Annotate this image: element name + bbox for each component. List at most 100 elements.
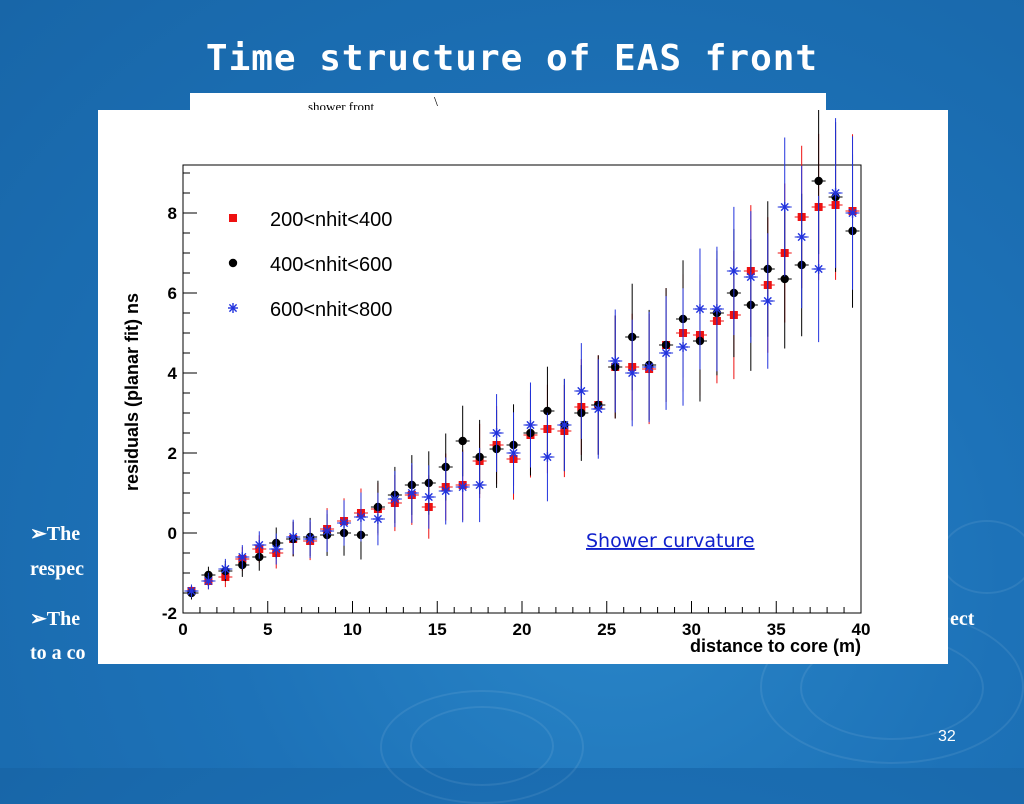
- data-point: [576, 386, 587, 396]
- star-stroke: [661, 348, 671, 358]
- data-point: [339, 518, 350, 528]
- data-point: [237, 552, 248, 562]
- background-ripple: [410, 706, 554, 786]
- x-axis-label: distance to core (m): [690, 636, 861, 656]
- data-point: [644, 362, 655, 372]
- x-tick-label: 35: [767, 620, 786, 639]
- y-tick-label: 8: [168, 204, 177, 223]
- data-point: [203, 576, 214, 586]
- legend-marker: [229, 214, 237, 222]
- legend-label: 200<nhit<400: [270, 209, 392, 231]
- star-stroke: [407, 488, 416, 498]
- data-point: [847, 208, 858, 218]
- star-stroke: [492, 428, 501, 438]
- data-point: [423, 492, 434, 502]
- data-point: [458, 436, 467, 446]
- star-stroke: [645, 362, 654, 372]
- star-stroke: [356, 512, 366, 522]
- star-stroke: [678, 342, 688, 352]
- star-stroke: [611, 356, 620, 366]
- data-point: [711, 304, 722, 314]
- slide-title: Time structure of EAS front: [205, 38, 819, 79]
- star-stroke: [797, 232, 806, 242]
- x-tick-label: 30: [682, 620, 701, 639]
- data-point: [745, 272, 756, 282]
- data-point: [355, 512, 366, 522]
- data-point: [542, 452, 553, 462]
- data-point: [457, 482, 468, 492]
- data-point: [406, 488, 417, 498]
- bullet-2-right-fragment: ect: [950, 608, 975, 630]
- y-tick-label: 2: [168, 444, 177, 463]
- x-tick-label: 25: [597, 620, 616, 639]
- y-tick-label: 6: [168, 284, 177, 303]
- star-stroke: [712, 304, 722, 314]
- data-point: [559, 420, 570, 430]
- star-stroke: [746, 272, 755, 282]
- data-point: [694, 304, 705, 314]
- data-point: [796, 232, 807, 242]
- star-stroke: [729, 266, 738, 276]
- x-tick-label: 15: [428, 620, 447, 639]
- legend-marker: [228, 303, 238, 313]
- data-point: [779, 202, 790, 212]
- star-stroke: [458, 482, 467, 492]
- data-point: [389, 494, 400, 504]
- star-stroke: [695, 304, 705, 314]
- x-tick-label: 40: [852, 620, 871, 639]
- star-stroke: [763, 296, 772, 306]
- slide-number: 32: [938, 728, 956, 745]
- y-axis-label: residuals (planar fit) ns: [122, 293, 142, 491]
- star-stroke: [543, 452, 552, 462]
- bullet-2-line-1: ➢The: [30, 608, 81, 630]
- data-point: [220, 564, 231, 574]
- star-stroke: [255, 540, 264, 550]
- y-tick-label: 4: [168, 364, 178, 383]
- background-ripple: [940, 520, 1024, 594]
- data-point: [593, 404, 604, 414]
- x-tick-label: 0: [178, 620, 187, 639]
- data-point: [322, 526, 333, 536]
- legend-label: 600<nhit<800: [270, 299, 392, 321]
- star-stroke: [187, 586, 196, 596]
- star-stroke: [272, 544, 281, 554]
- data-point: [288, 532, 299, 542]
- data-point: [508, 448, 519, 458]
- x-tick-label: 5: [263, 620, 272, 639]
- data-point: [780, 274, 789, 284]
- star-stroke: [238, 552, 247, 562]
- star-stroke: [204, 576, 213, 586]
- data-point: [627, 368, 638, 378]
- data-point: [813, 264, 824, 274]
- plot-frame: [182, 164, 862, 614]
- y-tick-label: 0: [168, 524, 177, 543]
- star-stroke: [831, 188, 840, 198]
- star-stroke: [289, 532, 298, 542]
- star-stroke: [848, 208, 857, 218]
- data-point: [271, 544, 282, 554]
- star-stroke: [594, 404, 603, 414]
- background-figure-mark: \: [434, 95, 438, 110]
- star-stroke: [373, 514, 383, 524]
- data-point: [728, 266, 739, 276]
- star-stroke: [322, 526, 332, 536]
- star-stroke: [560, 420, 569, 430]
- data-point: [440, 486, 451, 496]
- bullet-2-line-2: to a co: [30, 642, 86, 664]
- chart-annotation-link[interactable]: Shower curvature: [586, 530, 755, 552]
- chart-panel: 0 5 10 15 20 25 30 35 40 -2 0 2 4 6 8 200<nhit<400 400<…: [98, 110, 948, 664]
- data-point: [661, 348, 672, 358]
- star-stroke: [228, 303, 238, 313]
- star-stroke: [509, 448, 518, 458]
- star-stroke: [628, 368, 637, 378]
- star-stroke: [577, 386, 586, 396]
- star-stroke: [475, 480, 484, 490]
- star-stroke: [390, 494, 399, 504]
- star-stroke: [526, 420, 535, 430]
- data-point: [610, 356, 621, 366]
- bullet-1-line-2: respec: [30, 558, 85, 580]
- legend-label: 400<nhit<600: [270, 254, 392, 276]
- data-point: [186, 586, 197, 596]
- x-tick-label: 20: [513, 620, 532, 639]
